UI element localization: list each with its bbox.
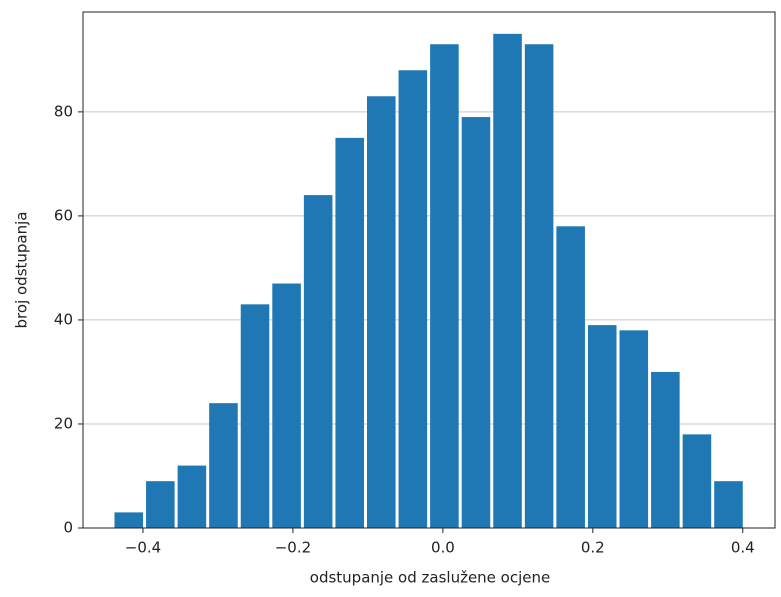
bar: [461, 117, 491, 529]
bar: [493, 33, 522, 529]
bar: [619, 330, 649, 528]
y-tick-label: 0: [63, 519, 73, 537]
x-axis-label: odstupanje od zaslužene ocjene: [310, 569, 550, 587]
x-tick-label: 0.0: [431, 539, 455, 557]
bar: [146, 481, 175, 528]
bar: [272, 283, 301, 528]
x-tick-label: 0.2: [581, 539, 605, 557]
bar: [366, 96, 396, 529]
bar: [303, 195, 333, 528]
bar: [524, 44, 554, 528]
y-axis-label: broj odstupanja: [13, 212, 31, 329]
y-tick-label: 60: [54, 206, 73, 224]
y-tick-label: 20: [54, 414, 73, 432]
bar: [714, 481, 743, 528]
bar: [651, 371, 680, 528]
bar: [430, 44, 459, 528]
bar: [335, 137, 364, 528]
plot-frame: [82, 11, 776, 529]
x-tick-label: −0.4: [125, 539, 161, 557]
bar: [177, 465, 207, 528]
bar: [398, 70, 428, 529]
x-tick-label: −0.2: [275, 539, 311, 557]
bar: [682, 434, 712, 528]
bar: [587, 325, 617, 528]
x-tick-label: 0.4: [731, 539, 755, 557]
bar: [240, 304, 270, 528]
y-tick-label: 80: [54, 102, 73, 120]
bar: [114, 512, 144, 528]
y-tick-label: 40: [54, 310, 73, 328]
bar: [556, 226, 585, 528]
bar: [209, 403, 238, 528]
